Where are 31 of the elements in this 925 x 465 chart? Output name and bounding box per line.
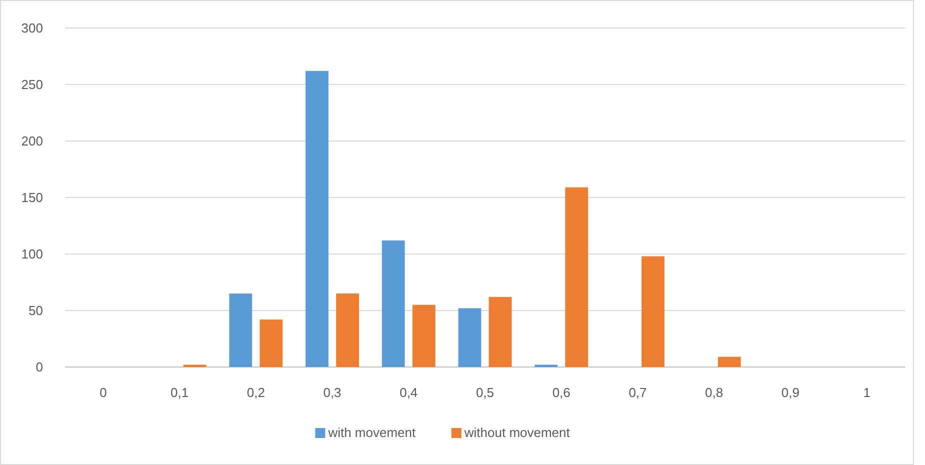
y-tick-label: 0	[36, 360, 43, 375]
x-tick-label: 0,4	[400, 385, 418, 400]
x-tick-label: 1	[863, 385, 870, 400]
y-tick-label: 150	[21, 190, 43, 206]
bar	[336, 294, 359, 367]
bar	[458, 308, 482, 367]
bar	[229, 294, 252, 367]
y-tick-label: 250	[21, 77, 43, 92]
x-tick-label: 0,8	[705, 385, 724, 400]
x-tick-label: 0	[100, 385, 107, 400]
x-tick-label: 0,9	[781, 385, 800, 400]
x-tick-label: 0,5	[476, 385, 494, 400]
y-tick-label: 200	[21, 134, 43, 149]
bar	[260, 320, 283, 367]
bar	[412, 304, 436, 367]
bar	[382, 240, 405, 367]
bar	[488, 296, 512, 367]
y-tick-label: 100	[21, 246, 43, 262]
x-tick-label: 0,1	[170, 385, 189, 400]
y-tick-label: 300	[21, 20, 43, 36]
x-tick-label: 0,2	[246, 385, 265, 400]
bar	[718, 356, 741, 367]
bar	[565, 187, 588, 367]
x-tick-label: 0,3	[323, 385, 342, 400]
y-tick-label: 50	[28, 303, 43, 318]
x-tick-label: 0,7	[628, 385, 647, 400]
legend-label: without movement	[463, 425, 570, 440]
x-tick-label: 0,6	[552, 385, 570, 400]
bar	[306, 70, 328, 367]
legend-label: with movement	[327, 425, 416, 440]
bar	[642, 256, 664, 367]
